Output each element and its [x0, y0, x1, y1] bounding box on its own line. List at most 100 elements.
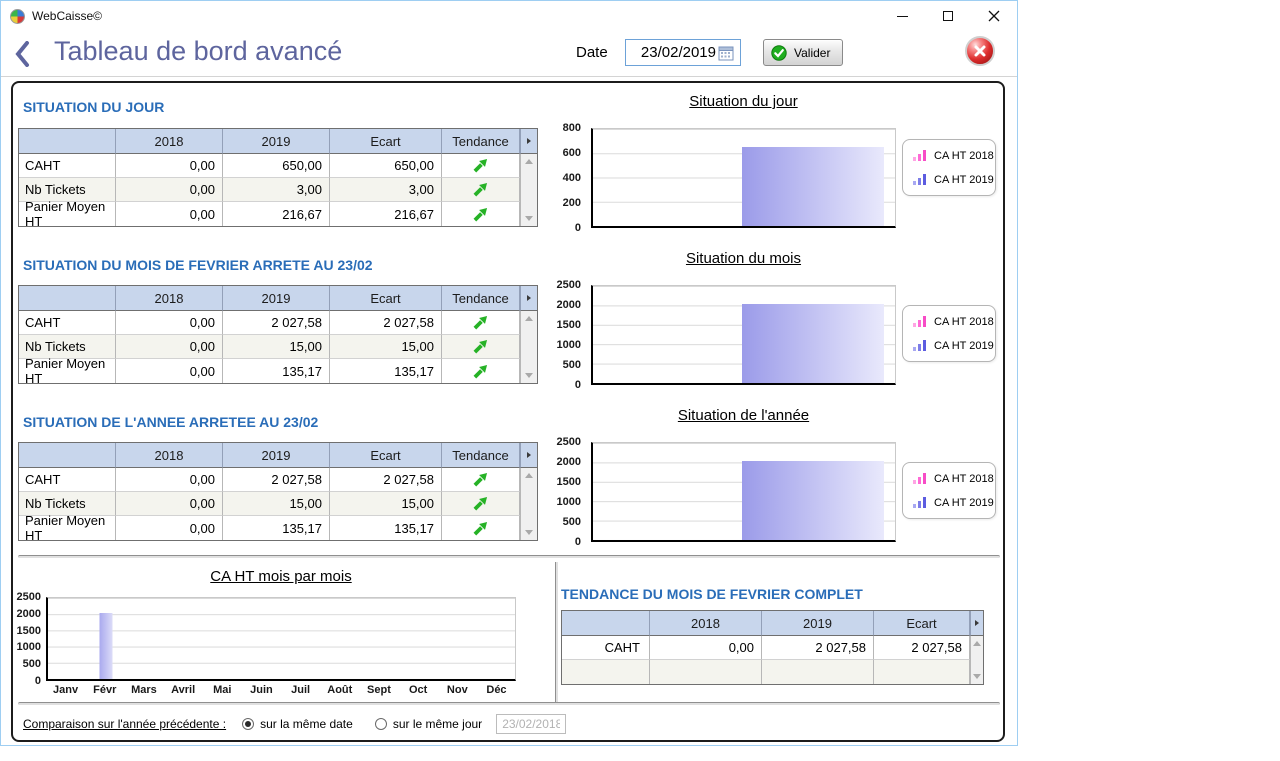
legend-item: CA HT 2018 [912, 149, 995, 162]
scroll-up-icon[interactable] [973, 641, 981, 646]
legend-label: CA HT 2018 [934, 472, 994, 485]
app-icon [10, 8, 25, 24]
window-controls [879, 1, 1017, 31]
legend-label: CA HT 2019 [934, 173, 994, 186]
value-cell: 2 027,58 [330, 311, 442, 335]
scroll-down-icon[interactable] [525, 373, 533, 378]
chart-title-mois: Situation du mois [685, 250, 802, 267]
y-tick: 0 [34, 675, 41, 687]
scrollbar-track[interactable] [520, 468, 537, 540]
month-label: Juin [250, 684, 273, 696]
month-label: Août [327, 684, 353, 696]
horizontal-separator [18, 555, 1000, 559]
scroll-up-icon[interactable] [525, 473, 533, 478]
scroll-up-icon[interactable] [525, 159, 533, 164]
y-tick: 2000 [556, 299, 581, 311]
scrollbar-track[interactable] [520, 311, 537, 383]
y-tick: 2000 [556, 456, 581, 468]
scroll-up-icon[interactable] [525, 316, 533, 321]
minimize-button[interactable] [879, 1, 925, 31]
table-scrollbar [520, 129, 537, 226]
value-cell: 0,00 [116, 311, 223, 335]
gridlines [48, 598, 515, 679]
comparison-row: Comparaison sur l'année précédente : sur… [23, 713, 567, 735]
value-cell: 216,67 [223, 202, 330, 226]
value-cell: 650,00 [330, 154, 442, 178]
header-ecart: Ecart [330, 129, 442, 154]
section-title-mois: SITUATION DU MOIS DE FEVRIER ARRETE AU 2… [23, 257, 373, 273]
radio-same-date[interactable]: sur la même date [242, 717, 353, 731]
y-tick: 1500 [556, 319, 581, 331]
titlebar: WebCaisse© [1, 1, 1017, 31]
legend-label: CA HT 2018 [934, 149, 994, 162]
radio-same-date-label: sur la même date [260, 717, 353, 731]
page-header: Tableau de bord avancé Date Valide [1, 31, 1017, 77]
chart-title-annee: Situation de l'année [677, 407, 810, 424]
month-label: Déc [486, 684, 507, 696]
date-input[interactable] [632, 44, 716, 61]
value-cell: 135,17 [223, 359, 330, 383]
legend-item: CA HT 2018 [912, 315, 995, 328]
value-cell: 0,00 [650, 636, 762, 660]
row-label-cell: CAHT [562, 636, 650, 660]
y-tick: 500 [22, 658, 41, 671]
legend-item: CA HT 2018 [912, 472, 995, 485]
close-window-button[interactable] [971, 1, 1017, 31]
valider-button[interactable]: Valider [763, 39, 843, 66]
maximize-button[interactable] [925, 1, 971, 31]
value-cell: 0,00 [116, 359, 223, 383]
month-label: Avril [171, 684, 196, 696]
triangle-right-icon [975, 620, 979, 626]
scroll-down-icon[interactable] [973, 674, 981, 679]
close-page-button[interactable] [965, 36, 995, 66]
header-2019: 2019 [223, 443, 330, 468]
bar-ca-ht-2019 [742, 461, 885, 540]
chart-annee [591, 442, 896, 542]
calendar-button[interactable] [716, 42, 737, 64]
radio-same-day[interactable]: sur le même jour [374, 717, 482, 731]
trend-up-icon [473, 521, 488, 535]
mini-bars-blue-icon [913, 497, 926, 508]
table-nav-right-button[interactable] [520, 129, 537, 154]
x-axis-months: Janv Févr Mars Avril Mai Juin Juil Août … [46, 684, 516, 696]
date-field [625, 39, 741, 66]
radio-unselected-icon[interactable] [374, 718, 387, 730]
mini-bars-blue-icon [913, 340, 926, 351]
legend-label: CA HT 2018 [934, 315, 994, 328]
section-title-tendance: TENDANCE DU MOIS DE FEVRIER COMPLET [561, 586, 863, 602]
header-2019: 2019 [223, 129, 330, 154]
value-cell: 2 027,58 [762, 636, 874, 660]
table-nav-right-button[interactable] [520, 286, 537, 311]
y-tick: 500 [562, 359, 581, 371]
header-2018: 2018 [116, 129, 223, 154]
value-cell: 0,00 [116, 516, 223, 540]
value-cell: 0,00 [116, 335, 223, 359]
month-label: Févr [93, 684, 117, 696]
mini-bars-pink-icon [913, 316, 926, 327]
scroll-down-icon[interactable] [525, 530, 533, 535]
trend-up-icon [473, 364, 488, 378]
y-tick: 0 [574, 536, 581, 548]
y-tick: 200 [562, 197, 581, 209]
scroll-down-icon[interactable] [525, 216, 533, 221]
scrollbar-track[interactable] [970, 636, 983, 684]
row-label-cell: Panier Moyen HT [19, 356, 116, 386]
mini-bars-pink-icon [913, 150, 926, 161]
scrollbar-track[interactable] [520, 154, 537, 226]
table-nav-right-button[interactable] [970, 611, 983, 636]
triangle-right-icon [527, 138, 531, 144]
window-title: WebCaisse© [32, 9, 102, 23]
y-axis-annee: 2500 2000 1500 1000 500 0 [541, 436, 587, 548]
mini-bars-pink-icon [913, 473, 926, 484]
close-icon [988, 10, 1000, 22]
y-axis-jour: 800 600 400 200 0 [541, 122, 587, 234]
section-title-annee: SITUATION DE L'ANNEE ARRETEE AU 23/02 [23, 414, 319, 430]
y-tick: 2500 [556, 436, 581, 448]
legend-annee: CA HT 2018 CA HT 2019 [902, 462, 996, 519]
radio-selected-icon[interactable] [242, 718, 255, 730]
value-cell: 135,17 [330, 359, 442, 383]
header-tendance: Tendance [442, 443, 520, 468]
table-nav-right-button[interactable] [520, 443, 537, 468]
back-button[interactable] [13, 41, 31, 67]
value-cell: 15,00 [330, 492, 442, 516]
